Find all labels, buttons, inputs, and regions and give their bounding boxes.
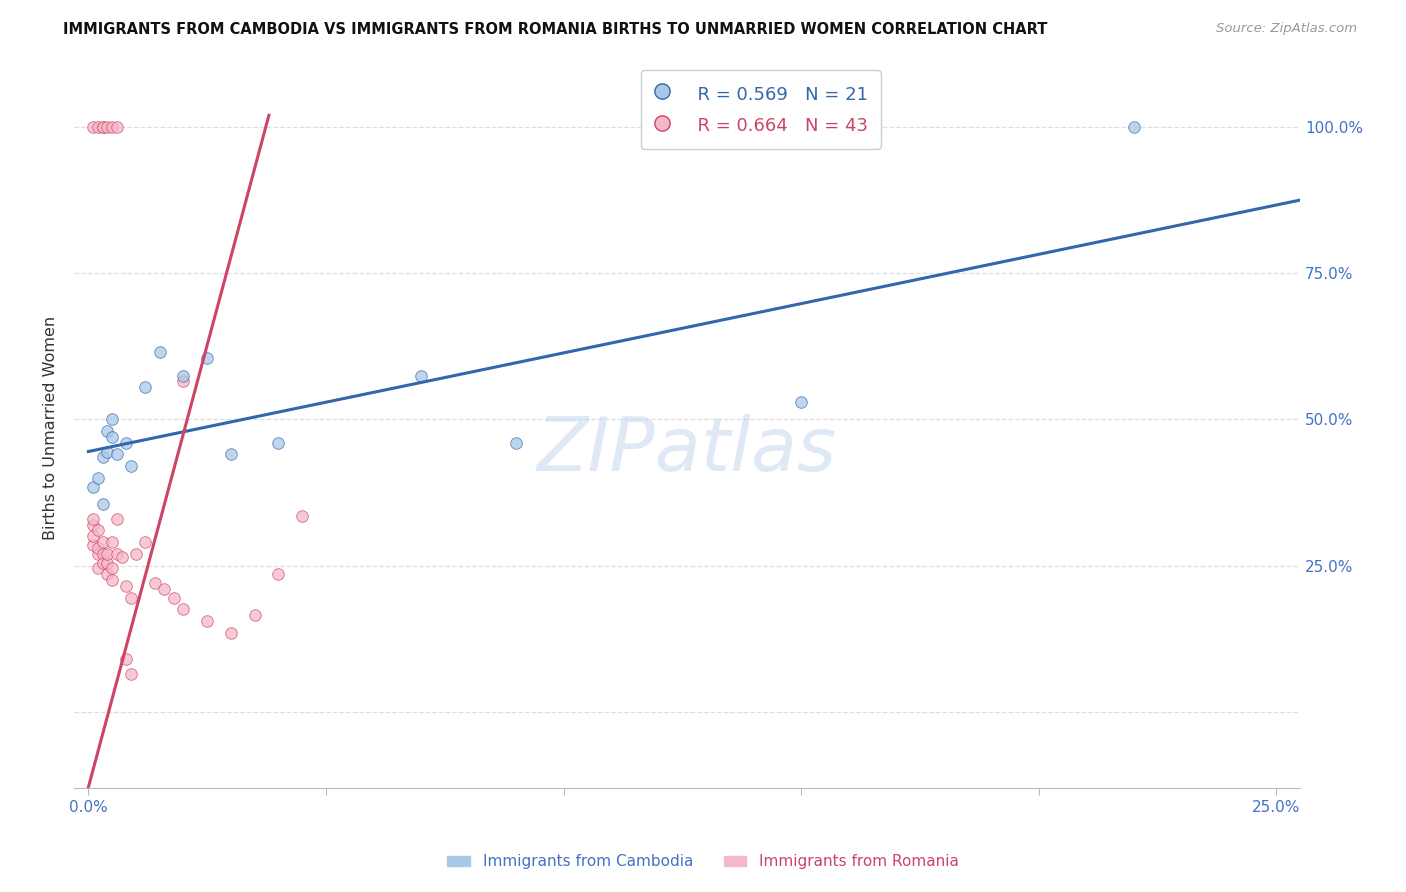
Point — [125, 547, 148, 561]
Point — [505, 435, 527, 450]
Point — [87, 524, 110, 538]
Point — [110, 549, 132, 564]
Point — [195, 351, 218, 365]
Point — [87, 541, 110, 555]
Point — [91, 120, 114, 134]
Point — [153, 582, 176, 596]
Point — [115, 652, 138, 666]
Point — [101, 573, 124, 587]
Point — [101, 561, 124, 575]
Point — [105, 512, 128, 526]
Point — [149, 345, 172, 359]
Point — [105, 447, 128, 461]
Point — [101, 430, 124, 444]
Point — [267, 567, 290, 582]
Point — [219, 447, 242, 461]
Point — [91, 497, 114, 511]
Point — [243, 608, 266, 623]
Point — [120, 666, 142, 681]
Point — [267, 435, 290, 450]
Point — [101, 120, 124, 134]
Point — [87, 561, 110, 575]
Legend: Immigrants from Cambodia, Immigrants from Romania: Immigrants from Cambodia, Immigrants fro… — [441, 848, 965, 875]
Point — [96, 556, 118, 570]
Point — [409, 368, 432, 383]
Text: ZIPatlas: ZIPatlas — [537, 414, 837, 486]
Legend:   R = 0.569   N = 21,   R = 0.664   N = 43: R = 0.569 N = 21, R = 0.664 N = 43 — [641, 70, 880, 149]
Point — [172, 375, 194, 389]
Point — [790, 394, 813, 409]
Point — [115, 579, 138, 593]
Point — [143, 576, 166, 591]
Point — [82, 529, 104, 543]
Point — [96, 424, 118, 438]
Text: IMMIGRANTS FROM CAMBODIA VS IMMIGRANTS FROM ROMANIA BIRTHS TO UNMARRIED WOMEN CO: IMMIGRANTS FROM CAMBODIA VS IMMIGRANTS F… — [63, 22, 1047, 37]
Point — [172, 602, 194, 616]
Point — [91, 120, 114, 134]
Point — [115, 435, 138, 450]
Point — [195, 614, 218, 628]
Point — [219, 625, 242, 640]
Point — [87, 471, 110, 485]
Y-axis label: Births to Unmarried Women: Births to Unmarried Women — [44, 316, 58, 541]
Point — [291, 508, 314, 523]
Point — [134, 380, 156, 394]
Point — [91, 547, 114, 561]
Point — [105, 547, 128, 561]
Point — [82, 517, 104, 532]
Point — [96, 444, 118, 458]
Point — [101, 535, 124, 549]
Point — [101, 412, 124, 426]
Point — [96, 120, 118, 134]
Point — [82, 120, 104, 134]
Point — [105, 120, 128, 134]
Point — [91, 450, 114, 465]
Point — [134, 535, 156, 549]
Point — [96, 567, 118, 582]
Point — [87, 120, 110, 134]
Point — [120, 591, 142, 605]
Point — [82, 512, 104, 526]
Point — [120, 459, 142, 474]
Text: Source: ZipAtlas.com: Source: ZipAtlas.com — [1216, 22, 1357, 36]
Point — [1122, 120, 1144, 134]
Point — [91, 535, 114, 549]
Point — [82, 538, 104, 552]
Point — [96, 547, 118, 561]
Point — [91, 556, 114, 570]
Point — [87, 547, 110, 561]
Point — [163, 591, 186, 605]
Point — [172, 368, 194, 383]
Point — [82, 480, 104, 494]
